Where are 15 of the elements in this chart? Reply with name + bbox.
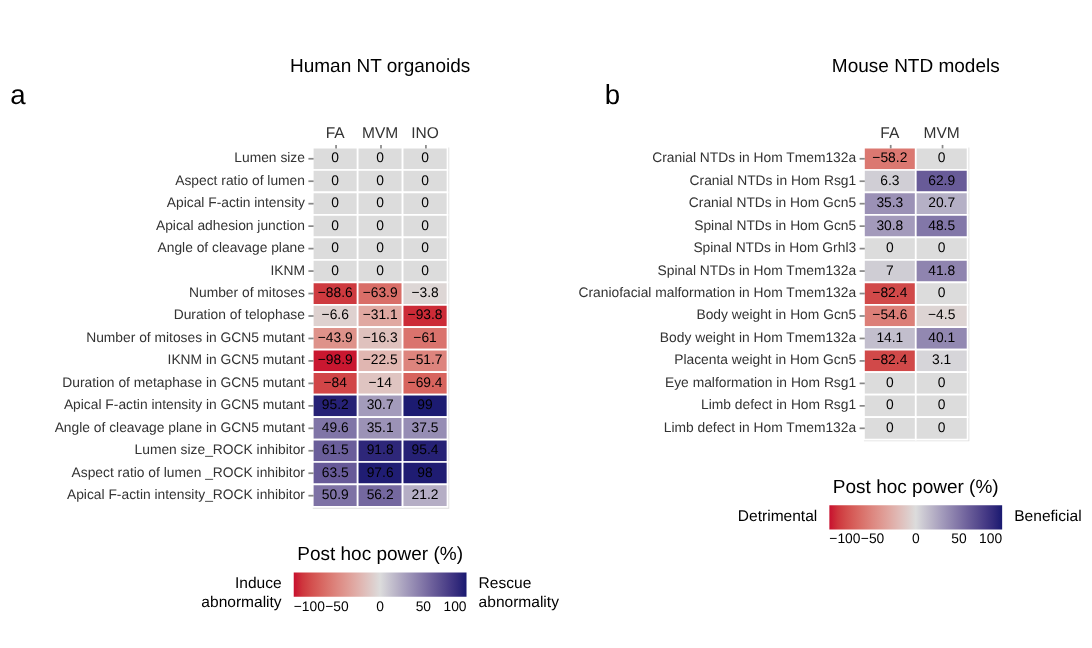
text: Detrimental [737,506,818,525]
color-bar-title: Post hoc power (%) [297,544,464,567]
x-tick-label: FA [880,124,901,143]
text: Rescue abnormality [478,574,560,612]
text: Induce abnormality [201,574,282,612]
text: a [10,78,27,111]
color-bar-title: Post hoc power (%) [832,477,999,500]
chart-title: Human NT organoids [290,55,471,78]
text: b [604,78,621,111]
text: Beneficial [1014,506,1083,525]
x-tick-label: INO [411,124,439,143]
x-tick-label: FA [325,124,347,143]
x-tick-label: MVM [923,124,960,143]
chart-title: Mouse NTD models [831,55,1001,78]
x-tick-label: MVM [362,124,399,143]
